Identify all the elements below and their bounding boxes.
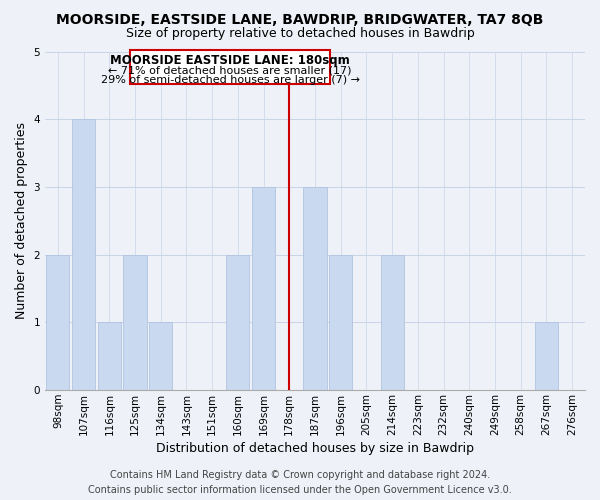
Text: 29% of semi-detached houses are larger (7) →: 29% of semi-detached houses are larger (… xyxy=(101,75,359,85)
X-axis label: Distribution of detached houses by size in Bawdrip: Distribution of detached houses by size … xyxy=(156,442,474,455)
Text: ← 71% of detached houses are smaller (17): ← 71% of detached houses are smaller (17… xyxy=(109,66,352,76)
Text: Contains HM Land Registry data © Crown copyright and database right 2024.
Contai: Contains HM Land Registry data © Crown c… xyxy=(88,470,512,495)
Bar xyxy=(535,322,558,390)
Bar xyxy=(72,119,95,390)
FancyBboxPatch shape xyxy=(130,50,331,84)
Bar xyxy=(304,187,326,390)
Bar xyxy=(252,187,275,390)
Bar xyxy=(380,254,404,390)
Bar xyxy=(149,322,172,390)
Bar xyxy=(46,254,70,390)
Text: MOORSIDE, EASTSIDE LANE, BAWDRIP, BRIDGWATER, TA7 8QB: MOORSIDE, EASTSIDE LANE, BAWDRIP, BRIDGW… xyxy=(56,12,544,26)
Text: MOORSIDE EASTSIDE LANE: 180sqm: MOORSIDE EASTSIDE LANE: 180sqm xyxy=(110,54,350,67)
Bar xyxy=(98,322,121,390)
Bar xyxy=(226,254,250,390)
Text: Size of property relative to detached houses in Bawdrip: Size of property relative to detached ho… xyxy=(125,28,475,40)
Bar xyxy=(124,254,146,390)
Bar xyxy=(329,254,352,390)
Y-axis label: Number of detached properties: Number of detached properties xyxy=(15,122,28,320)
